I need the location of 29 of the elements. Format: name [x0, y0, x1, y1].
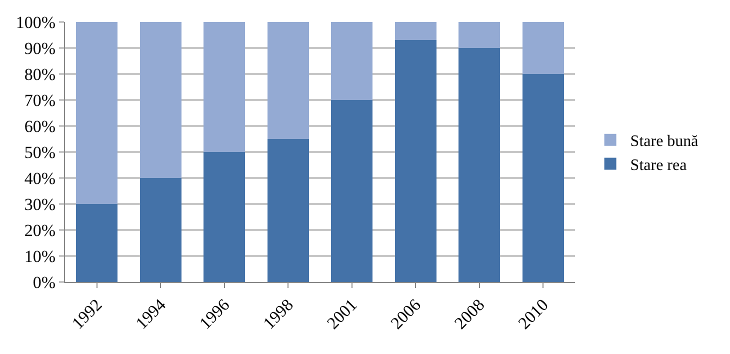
bar: [394, 22, 436, 40]
y-tick-label: 70%: [24, 90, 56, 110]
y-tick-label: 0%: [32, 272, 56, 292]
bar: [76, 22, 118, 204]
legend-label: Stare rea: [630, 156, 687, 174]
y-tick-label: 60%: [24, 116, 56, 136]
bar: [267, 22, 309, 139]
bar: [204, 152, 246, 282]
bar: [331, 22, 373, 100]
bar: [140, 178, 182, 282]
y-tick-label: 80%: [24, 64, 56, 84]
bar: [331, 100, 373, 282]
y-tick-label: 20%: [24, 220, 56, 240]
y-tick-label: 90%: [24, 38, 56, 58]
y-tick-label: 100%: [16, 12, 56, 32]
y-tick-label: 10%: [24, 246, 56, 266]
bar: [394, 40, 436, 282]
bar: [458, 48, 500, 282]
bar: [140, 22, 182, 178]
y-tick-label: 40%: [24, 168, 56, 188]
bar: [76, 204, 118, 282]
bar: [267, 139, 309, 282]
bar: [522, 22, 564, 74]
bar: [458, 22, 500, 48]
y-tick-label: 30%: [24, 194, 56, 214]
bar: [204, 22, 246, 152]
bar: [522, 74, 564, 282]
legend-label: Stare bună: [630, 133, 698, 150]
y-tick-label: 50%: [24, 142, 56, 162]
